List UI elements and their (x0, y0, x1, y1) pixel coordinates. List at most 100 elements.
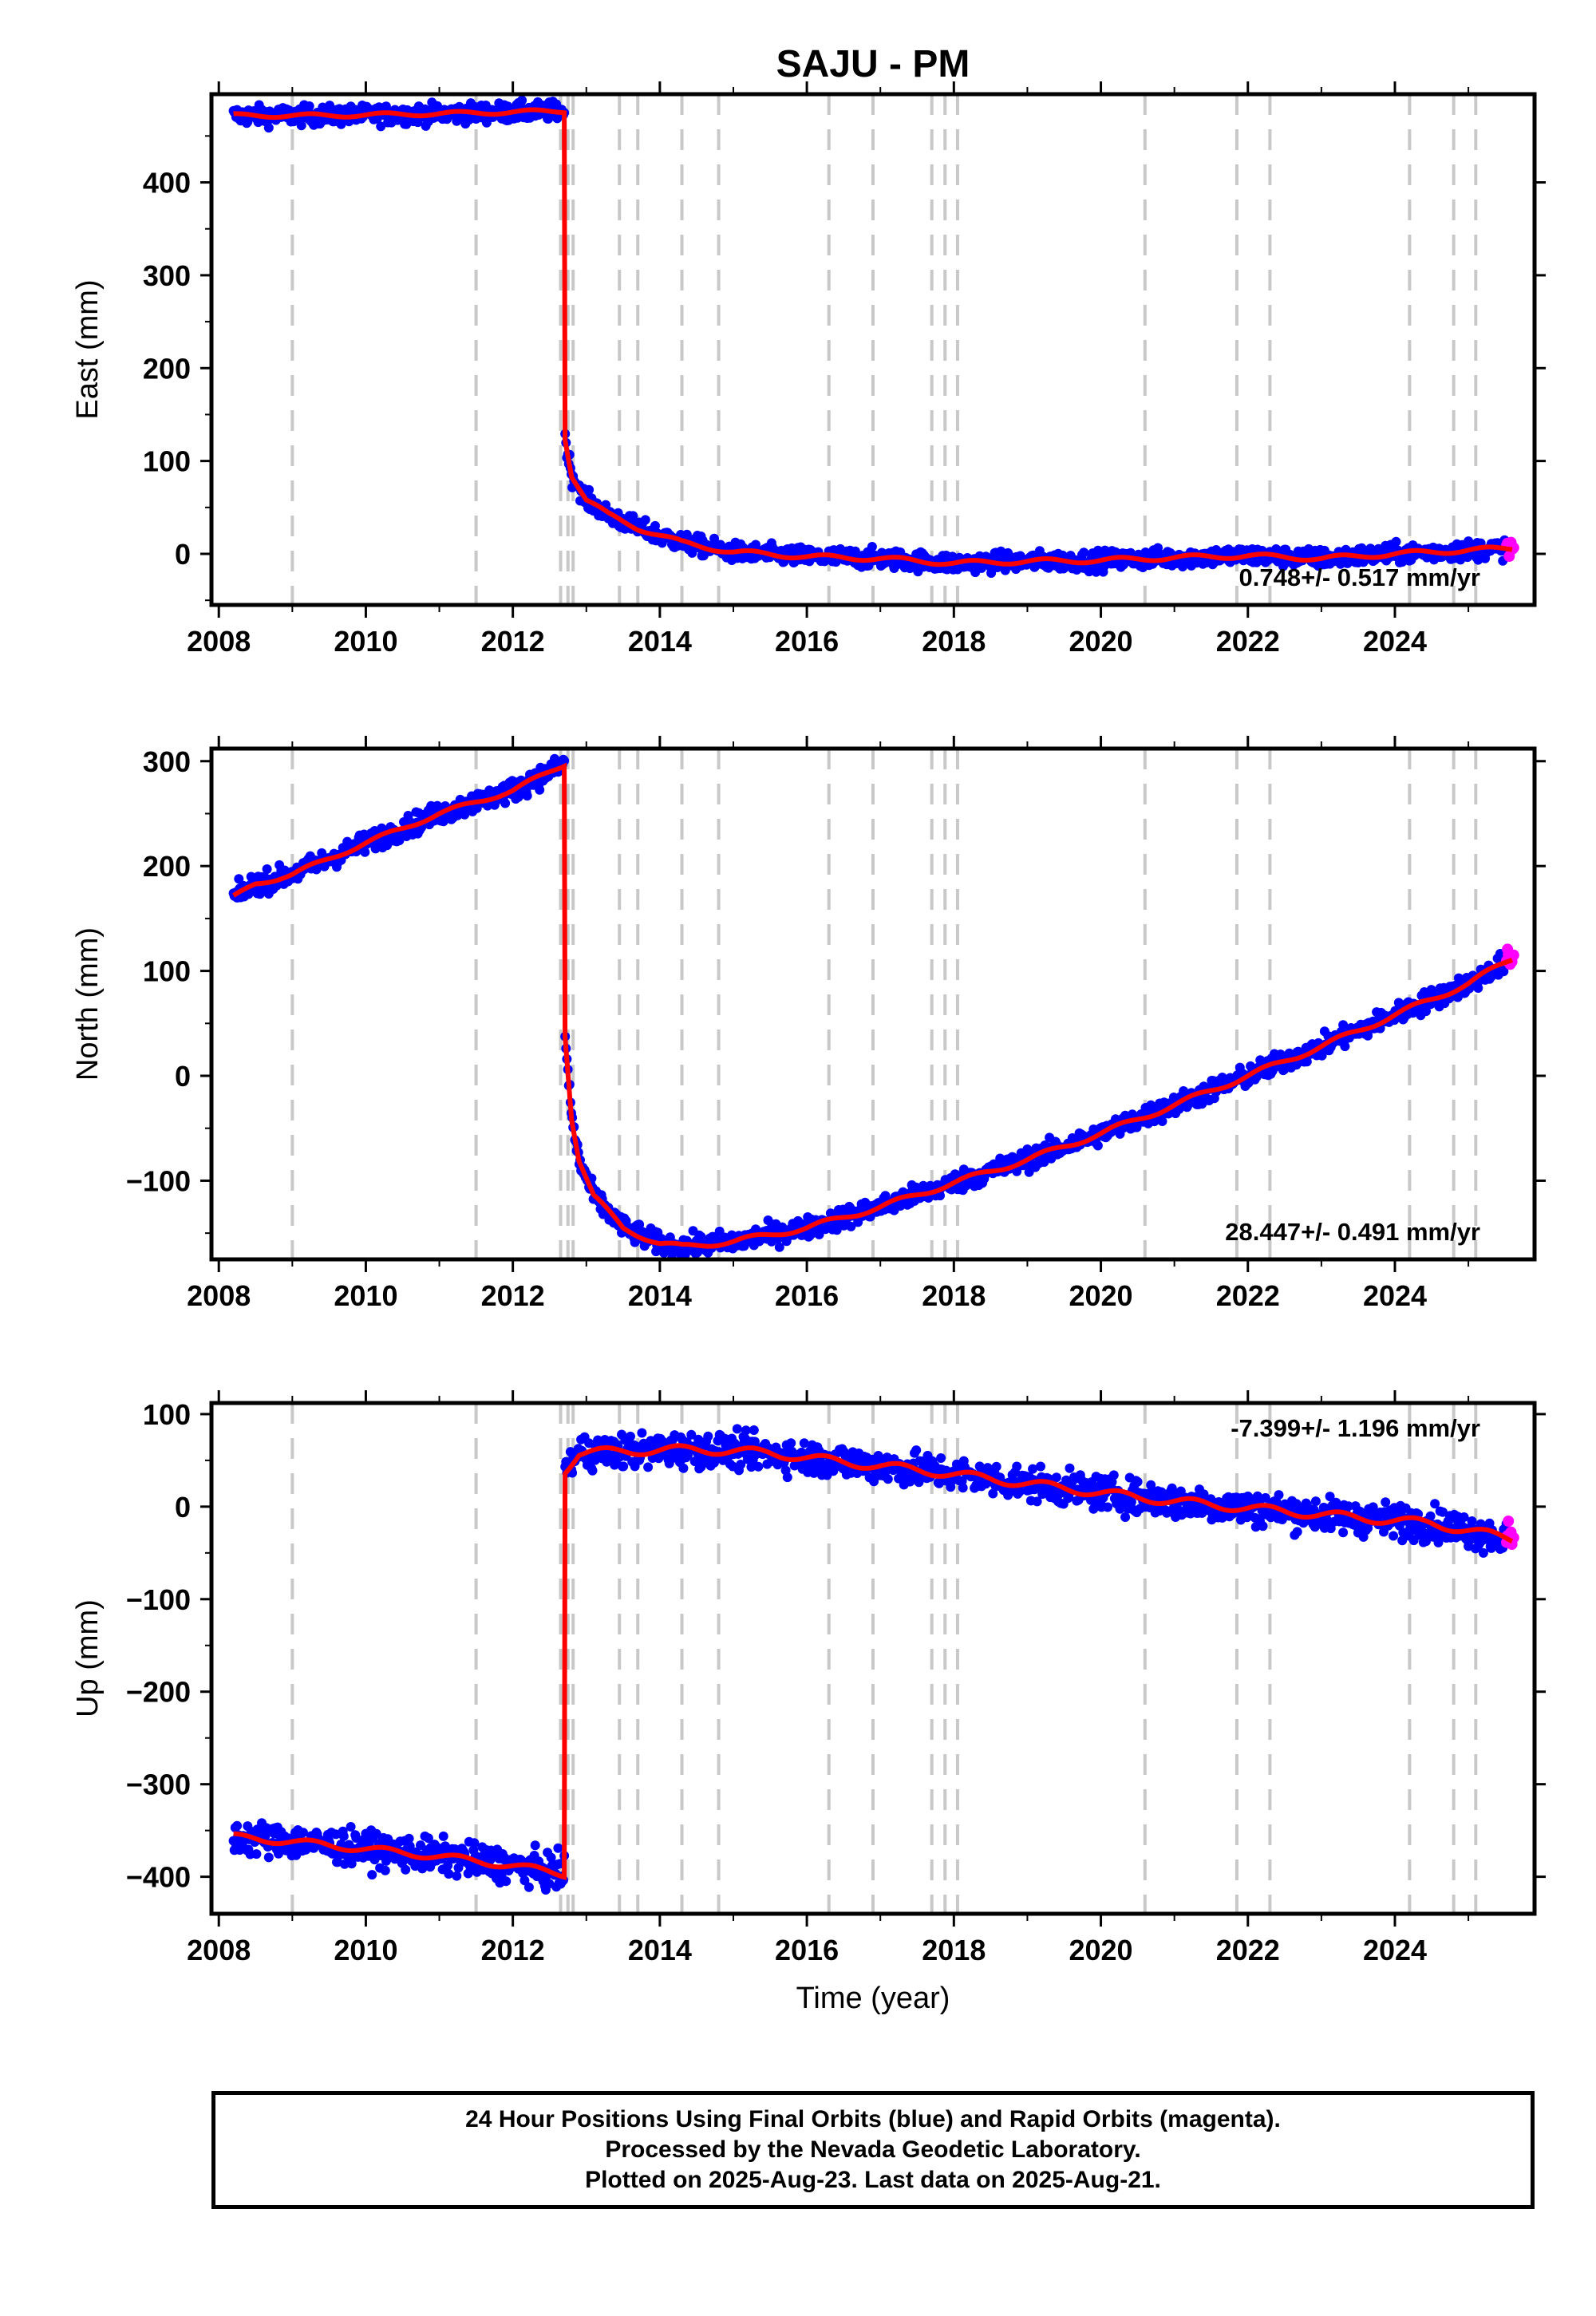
final-orbit-point (643, 1462, 654, 1472)
final-orbit-point (782, 1472, 792, 1483)
y-axis-label: East (mm) (71, 279, 105, 419)
y-tick-label: 0 (175, 538, 191, 571)
y-tick-label: −200 (126, 1676, 191, 1709)
final-orbit-point (703, 1431, 713, 1441)
final-orbit-point (1391, 536, 1401, 547)
x-tick-label: 2018 (922, 1934, 986, 1966)
final-orbit-point (234, 874, 244, 884)
final-orbit-point (1258, 1521, 1268, 1531)
final-orbit-point (991, 1461, 1001, 1472)
final-orbit-point (628, 511, 638, 521)
final-orbit-point (452, 1871, 462, 1881)
final-orbit-point (1036, 1461, 1045, 1472)
final-orbit-point (1012, 1461, 1022, 1472)
x-tick-label: 2020 (1069, 1934, 1132, 1966)
x-tick-label: 2024 (1363, 625, 1427, 658)
x-tick-label: 2022 (1216, 625, 1280, 658)
final-orbit-point (867, 542, 877, 551)
final-orbit-point (1467, 1516, 1477, 1526)
final-orbit-point (1092, 1140, 1103, 1151)
final-orbit-point (338, 1831, 349, 1841)
final-orbit-point (1039, 1157, 1049, 1168)
y-tick-label: 300 (143, 745, 191, 778)
x-tick-label: 2014 (628, 625, 692, 658)
x-tick-label: 2014 (628, 1279, 692, 1312)
final-orbit-point (799, 1438, 809, 1448)
final-orbit-point (749, 1425, 759, 1435)
x-tick-label: 2016 (775, 1934, 839, 1966)
final-orbit-point (1274, 1490, 1284, 1500)
chart-title: SAJU - PM (776, 43, 970, 85)
x-tick-label: 2012 (481, 1279, 545, 1312)
final-orbit-point (304, 101, 314, 111)
final-orbit-point (753, 1461, 764, 1472)
x-tick-label: 2018 (922, 1279, 986, 1312)
final-orbit-point (444, 1869, 454, 1879)
final-orbit-point (559, 756, 570, 766)
x-tick-label: 2012 (481, 1934, 545, 1966)
final-orbit-point (346, 1822, 356, 1832)
footer-line-2: Processed by the Nevada Geodetic Laborat… (605, 2136, 1141, 2163)
final-orbit-point (1153, 543, 1163, 553)
x-tick-label: 2022 (1216, 1934, 1280, 1966)
final-orbit-point (1108, 1470, 1119, 1480)
final-orbit-point (1079, 547, 1089, 558)
y-tick-label: 100 (143, 955, 191, 988)
final-orbit-point (637, 1428, 647, 1438)
final-orbit-point (1310, 1496, 1321, 1507)
x-tick-label: 2024 (1363, 1934, 1427, 1966)
final-orbit-point (1389, 1531, 1399, 1541)
final-orbit-point (1103, 1502, 1112, 1512)
final-orbit-point (535, 785, 545, 795)
y-tick-label: −300 (126, 1769, 191, 1801)
final-orbit-point (626, 1431, 635, 1441)
panel-2: −100 0 100 200 300 2008 2010 2012 2014 2016 2018 20… (71, 736, 1546, 1312)
x-tick-label: 2008 (187, 1934, 251, 1966)
final-orbit-point (472, 803, 482, 813)
final-orbit-point (523, 1882, 534, 1892)
y-tick-label: 100 (143, 1398, 191, 1431)
panel-data (228, 95, 1519, 578)
final-orbit-point (911, 1445, 922, 1456)
final-orbit-point (296, 121, 306, 131)
rapid-orbit-point (1503, 1516, 1515, 1527)
panel-3: −400 −300 −200 −100 0 100 2008 2010 2012 2014 2016… (71, 1390, 1546, 1966)
final-orbit-point (438, 1831, 448, 1841)
footer-line-1: 24 Hour Positions Using Final Orbits (bl… (465, 2106, 1281, 2132)
y-tick-label: 400 (143, 167, 191, 200)
final-orbit-point (883, 1474, 893, 1484)
rate-label: -7.399+/- 1.196 mm/yr (1231, 1414, 1480, 1442)
final-orbit-point (880, 1191, 891, 1201)
final-orbit-point (380, 1865, 390, 1875)
final-orbit-point (832, 1225, 842, 1235)
final-orbit-point (936, 1453, 946, 1463)
panels-group: 0 100 200 300 400 2008 2010 2012 2014 2016 2018 202… (71, 81, 1546, 1966)
y-tick-label: −100 (126, 1583, 191, 1616)
final-orbit-point (553, 1843, 563, 1853)
final-orbit-point (678, 1463, 689, 1473)
x-axis-label: Time (year) (796, 1982, 950, 2015)
y-tick-label: 200 (143, 352, 191, 385)
final-orbit-point (1120, 1512, 1131, 1522)
footer-caption-box: 24 Hour Positions Using Final Orbits (bl… (211, 2091, 1535, 2209)
y-axis-label: Up (mm) (71, 1599, 105, 1717)
final-orbit-point (401, 1864, 411, 1875)
final-orbit-point (263, 123, 274, 133)
x-tick-label: 2008 (187, 625, 251, 658)
x-tick-label: 2016 (775, 1279, 839, 1312)
final-orbit-point (517, 95, 527, 105)
final-orbit-point (1340, 1041, 1350, 1052)
final-orbit-point (251, 1849, 262, 1860)
final-orbit-point (1051, 1472, 1061, 1483)
final-orbit-point (958, 1483, 968, 1493)
final-orbit-point (618, 1461, 629, 1472)
final-orbit-point (696, 1231, 706, 1242)
final-orbit-point (262, 864, 272, 874)
final-orbit-point (1065, 1463, 1075, 1473)
final-orbit-point (522, 791, 532, 801)
x-tick-label: 2010 (334, 1934, 397, 1966)
final-orbit-point (846, 1221, 856, 1231)
x-tick-label: 2008 (187, 1279, 251, 1312)
footer-line-3: Plotted on 2025-Aug-23. Last data on 202… (585, 2167, 1161, 2193)
